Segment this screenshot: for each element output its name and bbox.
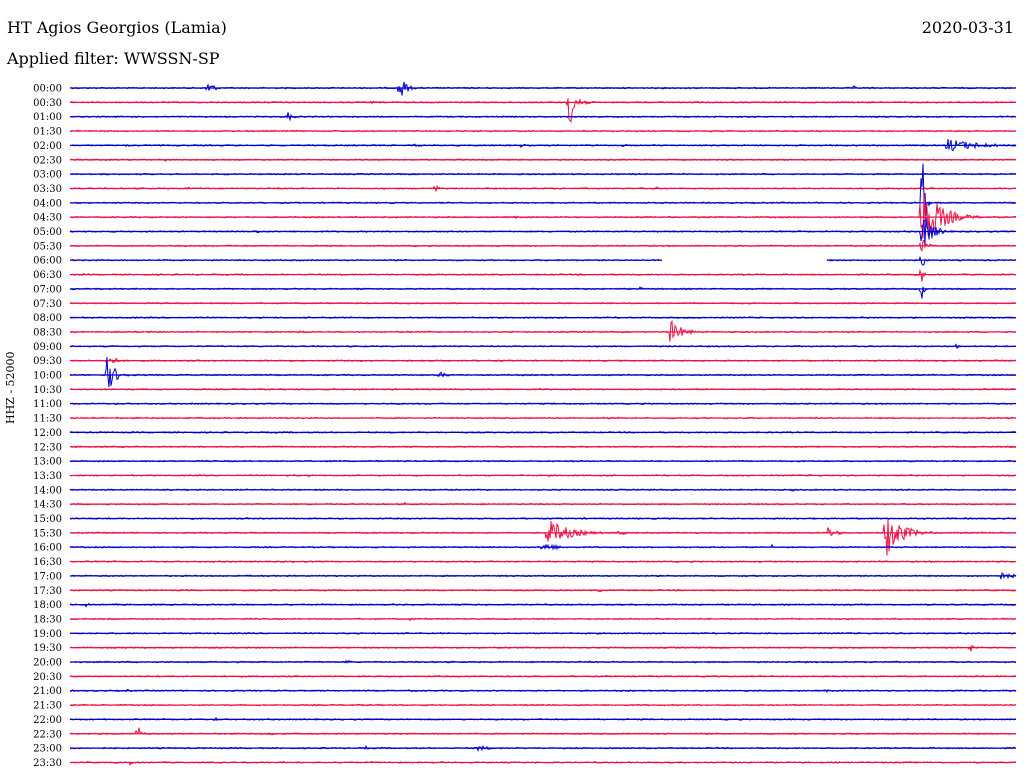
time-label: 04:00 bbox=[33, 198, 62, 209]
seismic-trace bbox=[69, 268, 1017, 282]
time-label: 12:30 bbox=[33, 442, 62, 453]
time-label: 10:00 bbox=[33, 371, 62, 382]
time-label: 08:00 bbox=[33, 313, 62, 324]
time-label: 08:30 bbox=[33, 327, 62, 338]
time-label: 03:30 bbox=[33, 184, 62, 195]
time-label: 09:00 bbox=[33, 342, 62, 353]
time-label: 05:00 bbox=[33, 227, 62, 238]
time-label: 18:30 bbox=[33, 614, 62, 625]
time-label: 17:00 bbox=[33, 571, 62, 582]
time-label: 15:30 bbox=[33, 528, 62, 539]
time-label: 06:00 bbox=[33, 256, 62, 267]
time-label: 20:30 bbox=[33, 672, 62, 683]
time-label: 21:30 bbox=[33, 701, 62, 712]
time-label: 02:00 bbox=[33, 141, 62, 152]
time-label: 16:30 bbox=[33, 557, 62, 568]
time-label: 20:00 bbox=[33, 658, 62, 669]
time-label: 13:30 bbox=[33, 471, 62, 482]
time-label: 12:00 bbox=[33, 428, 62, 439]
seismic-trace bbox=[69, 112, 1017, 122]
time-label: 15:00 bbox=[33, 514, 62, 525]
time-label: 23:30 bbox=[33, 758, 62, 769]
time-label: 19:00 bbox=[33, 629, 62, 640]
time-label: 21:00 bbox=[33, 686, 62, 697]
time-label: 11:00 bbox=[33, 399, 62, 410]
station-title: HT Agios Georgios (Lamia) bbox=[7, 18, 227, 37]
time-label: 00:30 bbox=[33, 98, 62, 109]
time-label: 07:00 bbox=[33, 284, 62, 295]
time-label: 19:30 bbox=[33, 643, 62, 654]
time-label: 03:00 bbox=[33, 170, 62, 181]
time-label: 09:30 bbox=[33, 356, 62, 367]
time-label: 14:00 bbox=[33, 485, 62, 496]
time-label: 10:30 bbox=[33, 385, 62, 396]
time-label: 01:00 bbox=[33, 112, 62, 123]
time-label: 05:30 bbox=[33, 241, 62, 252]
seismic-trace bbox=[69, 81, 1017, 96]
time-label: 22:30 bbox=[33, 729, 62, 740]
date-label: 2020-03-31 bbox=[921, 18, 1014, 37]
seismic-trace bbox=[69, 518, 1017, 556]
time-label: 14:30 bbox=[33, 500, 62, 511]
seismic-trace bbox=[69, 644, 1017, 652]
time-label: 11:30 bbox=[33, 414, 62, 425]
time-label: 13:00 bbox=[33, 457, 62, 468]
time-label: 04:30 bbox=[33, 213, 62, 224]
time-label: 06:30 bbox=[33, 270, 62, 281]
time-label: 18:00 bbox=[33, 600, 62, 611]
time-label: 17:30 bbox=[33, 586, 62, 597]
time-label: 23:00 bbox=[33, 744, 62, 755]
time-label: 07:30 bbox=[33, 299, 62, 310]
time-label: 01:30 bbox=[33, 127, 62, 138]
time-label: 22:00 bbox=[33, 715, 62, 726]
time-label: 16:00 bbox=[33, 543, 62, 554]
seismic-trace bbox=[826, 255, 1017, 266]
filter-label: Applied filter: WWSSN-SP bbox=[7, 49, 220, 68]
time-label: 02:30 bbox=[33, 155, 62, 166]
time-label: 00:00 bbox=[33, 84, 62, 95]
